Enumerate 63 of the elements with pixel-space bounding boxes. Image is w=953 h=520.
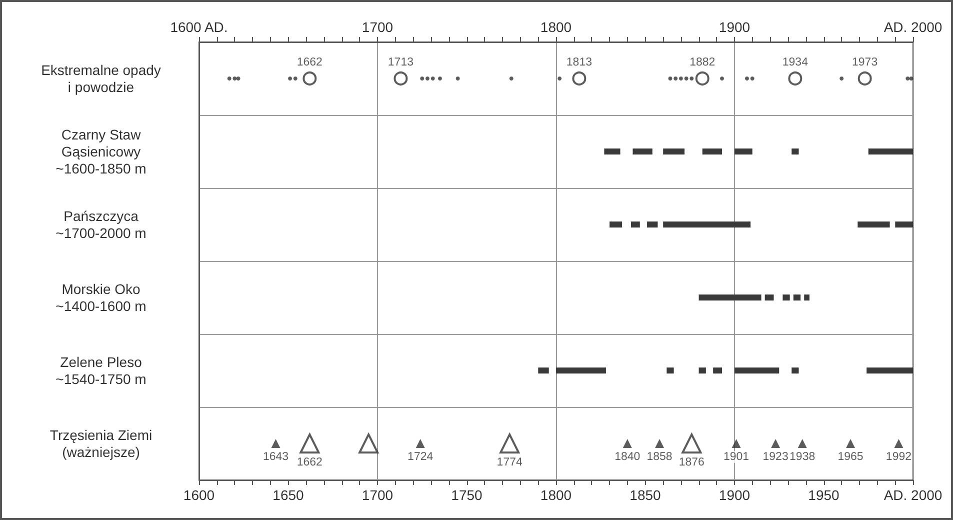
bar	[538, 368, 549, 374]
bar	[782, 294, 790, 300]
x-tick-label: 1950	[808, 487, 840, 503]
bar	[698, 368, 706, 374]
x2-tick-label: 1900	[718, 19, 750, 35]
x-tick-label: 1700	[362, 487, 394, 503]
y-tick-label: Pańszczyca ~1700-2000 m	[56, 208, 146, 241]
data-label: 1643	[262, 451, 289, 463]
bar	[604, 148, 620, 154]
bar	[734, 368, 780, 374]
data-label: 1724	[408, 451, 434, 463]
bar	[734, 148, 752, 154]
data-label: 1662	[296, 456, 322, 468]
bar	[556, 368, 606, 374]
x2-tick-label: 1600 AD.	[170, 19, 228, 35]
data-label: 1876	[678, 456, 704, 468]
x-tick-label: 1800	[540, 487, 572, 503]
bar	[666, 368, 674, 374]
y-tick-label: Czarny Staw Gąsienicowy ~1600-1850 m	[56, 126, 146, 176]
data-label: 1713	[388, 56, 414, 68]
x2-tick-label: 1800	[540, 19, 572, 35]
data-label: 1882	[690, 56, 716, 68]
data-label: 1774	[496, 456, 523, 468]
y-tick-label: Morskie Oko ~1400-1600 m	[56, 281, 146, 314]
bar	[764, 294, 774, 300]
data-label: 1858	[646, 451, 672, 463]
bar	[632, 148, 652, 154]
bar	[895, 222, 913, 228]
x-tick-label: 1650	[272, 487, 304, 503]
bar	[713, 368, 722, 374]
data-label: 1923	[762, 451, 788, 463]
data-label: 1938	[790, 451, 816, 463]
x2-tick-label: AD. 2000	[884, 19, 942, 35]
bar	[663, 222, 751, 228]
x-tick-label: 1850	[630, 487, 662, 503]
bar	[792, 368, 799, 374]
bar	[792, 148, 799, 154]
bar	[866, 368, 913, 374]
data-label: 1934	[782, 56, 809, 68]
bar	[793, 294, 801, 300]
data-label: 1813	[566, 56, 592, 68]
y-tick-label: Trzęsienia Ziemi (ważniejsze)	[50, 427, 152, 460]
data-label: 1992	[886, 451, 912, 463]
bar	[804, 294, 810, 300]
bar	[663, 148, 685, 154]
bar	[610, 222, 622, 228]
data-label: 1973	[852, 56, 878, 68]
x2-tick-label: 1700	[362, 19, 394, 35]
y-tick-label: Zelene Pleso ~1540-1750 m	[56, 354, 146, 387]
bar	[702, 148, 722, 154]
data-label: 1840	[614, 451, 640, 463]
x-tick-label: 1600	[183, 487, 215, 503]
x-tick-label: 1750	[451, 487, 483, 503]
data-label: 1901	[723, 451, 750, 463]
bar	[647, 222, 658, 228]
data-label: 1965	[838, 451, 864, 463]
bar	[630, 222, 640, 228]
bar	[868, 148, 913, 154]
x-tick-label: 1900	[718, 487, 750, 503]
x-tick-label: AD. 2000	[884, 487, 942, 503]
data-label: 1662	[296, 56, 322, 68]
bar	[858, 222, 890, 228]
y-tick-label: Ekstremalne opady i powodzie	[41, 62, 161, 95]
